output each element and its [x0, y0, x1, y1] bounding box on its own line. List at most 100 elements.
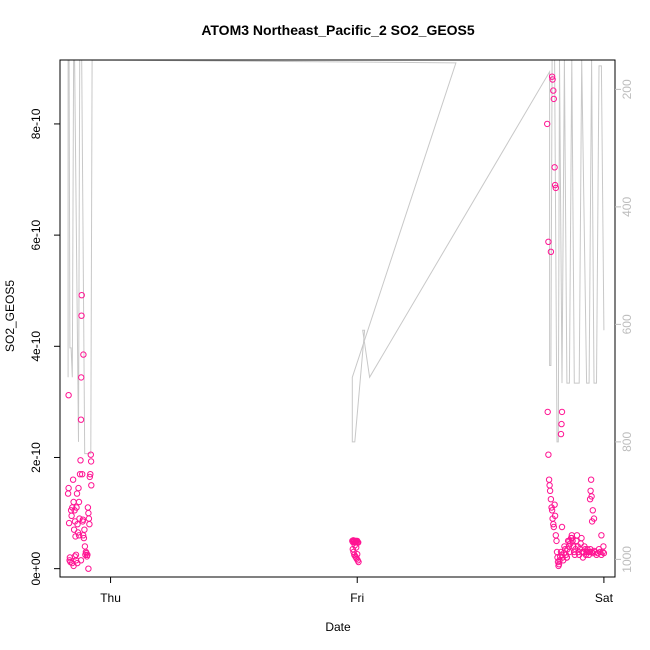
y-tick-label: 4e-10 [29, 331, 43, 362]
data-point [73, 490, 81, 497]
data-point [65, 392, 72, 399]
data-point [551, 181, 559, 189]
data-point [72, 533, 79, 540]
data-point [73, 504, 80, 511]
data-point [547, 496, 555, 503]
data-point [558, 420, 565, 428]
data-point [85, 515, 93, 522]
pressure-line-0 [67, 60, 605, 455]
data-point [64, 490, 72, 497]
x-axis-label: Date [325, 620, 351, 634]
chart-title: ATOM3 Northeast_Pacific_2 SO2_GEOS5 [201, 22, 475, 38]
y-tick-label: 6e-10 [29, 219, 43, 250]
y-axis-label: SO2_GEOS5 [3, 280, 17, 352]
data-point [69, 476, 77, 483]
data-point [558, 523, 566, 531]
data-point [84, 551, 91, 558]
data-point [87, 458, 95, 465]
data-point [355, 558, 362, 566]
x-tick-label: Fri [350, 591, 364, 605]
data-point [79, 471, 86, 478]
data-point [75, 532, 83, 539]
data-point [545, 451, 552, 458]
data-point [81, 526, 88, 533]
data-point [547, 248, 555, 256]
data-point [555, 561, 563, 568]
data-point [76, 471, 84, 478]
data-point [85, 509, 92, 517]
data-point [70, 498, 77, 506]
x-tick-label: Sat [595, 591, 614, 605]
data-point [589, 507, 596, 514]
data-point [586, 496, 594, 503]
data-point [550, 95, 557, 103]
data-point [598, 532, 605, 539]
y2-tick-label: 1000 [620, 546, 634, 573]
data-point [588, 518, 596, 525]
data-point [587, 476, 595, 483]
data-point [87, 471, 94, 478]
data-point [354, 551, 361, 558]
data-point [75, 484, 82, 492]
data-point [550, 521, 557, 528]
data-point [545, 476, 553, 483]
data-point [74, 521, 81, 528]
data-point [563, 554, 571, 561]
data-point [551, 164, 558, 171]
data-point [549, 76, 556, 83]
y2-tick-label: 600 [620, 314, 634, 334]
data-point [568, 534, 575, 542]
y-tick-label: 8e-10 [29, 108, 43, 139]
data-point [75, 498, 83, 506]
data-layer [64, 60, 608, 572]
y-tick-label: 0e+00 [29, 551, 43, 585]
axes-layer: Thu Fri Sat 0e+00 2e-10 4e-10 6e-10 8e-10 200 400… [29, 59, 634, 605]
data-point [86, 521, 93, 528]
data-point [84, 504, 92, 511]
data-point [546, 482, 553, 489]
data-point [65, 519, 73, 527]
data-point [77, 557, 85, 564]
data-point [544, 120, 551, 128]
data-point [85, 565, 92, 572]
y2-tick-label: 800 [620, 432, 634, 452]
data-point [548, 507, 556, 514]
data-point [544, 408, 551, 416]
data-point [353, 544, 360, 551]
data-point [550, 87, 557, 94]
data-point [80, 534, 88, 542]
data-point [71, 553, 79, 560]
data-point [552, 184, 559, 192]
plot-frame [59, 59, 616, 578]
data-point [74, 529, 82, 536]
data-point [550, 523, 557, 531]
data-point [551, 501, 558, 508]
data-point [78, 312, 85, 319]
data-point [551, 512, 559, 519]
y-tick-label: 2e-10 [29, 442, 43, 473]
y2-tick-label: 200 [620, 79, 634, 99]
data-point [68, 512, 75, 519]
data-point [573, 532, 581, 539]
data-point [552, 532, 559, 539]
y2-tick-label: 400 [620, 197, 634, 217]
data-point [79, 516, 87, 523]
data-point [86, 473, 94, 481]
data-point [78, 374, 85, 381]
data-point [546, 487, 554, 494]
data-point [88, 482, 95, 489]
data-point [81, 543, 89, 550]
data-point [558, 408, 566, 416]
data-point [548, 73, 556, 80]
data-point [65, 484, 72, 492]
data-point [77, 457, 84, 464]
x-tick-label: Thu [100, 591, 121, 605]
data-point [545, 238, 552, 246]
data-point [578, 534, 585, 542]
data-point [557, 430, 565, 438]
data-point [566, 548, 573, 556]
data-point [77, 416, 85, 423]
data-point [587, 487, 594, 494]
data-point [553, 537, 560, 545]
